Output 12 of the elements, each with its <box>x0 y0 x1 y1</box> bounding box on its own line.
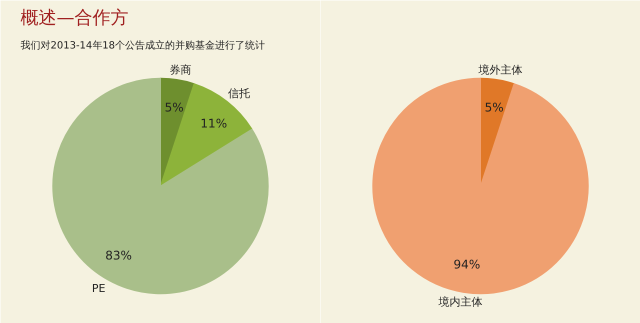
data-label: 83% <box>105 248 132 263</box>
slice-label: 境内主体 <box>437 296 482 309</box>
slice-label: PE <box>92 282 106 296</box>
data-label: 5% <box>164 100 184 114</box>
data-label: 5% <box>484 100 504 114</box>
chart-subtitle: 我们对2013-14年18个公告成立的并购基金进行了统计 <box>20 40 266 52</box>
slice-label: 信托 <box>228 87 250 100</box>
slice-label: 券商 <box>170 63 192 76</box>
data-label: 94% <box>454 258 480 272</box>
chart-title: 概述—合作方 <box>20 8 128 28</box>
slice-label: 境外主体 <box>478 63 523 76</box>
data-label: 11% <box>200 116 228 130</box>
